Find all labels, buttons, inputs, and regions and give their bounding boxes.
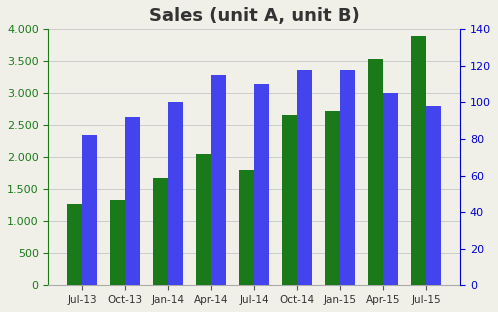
Bar bbox=[125, 117, 140, 285]
Bar bbox=[196, 154, 211, 285]
Bar bbox=[411, 36, 426, 285]
Bar bbox=[325, 111, 340, 285]
Bar bbox=[383, 93, 398, 285]
Bar bbox=[369, 59, 383, 285]
Bar bbox=[340, 70, 356, 285]
Bar bbox=[426, 106, 442, 285]
Title: Sales (unit A, unit B): Sales (unit A, unit B) bbox=[149, 7, 360, 25]
Bar bbox=[67, 204, 82, 285]
Bar bbox=[211, 75, 227, 285]
Bar bbox=[297, 70, 312, 285]
Bar bbox=[110, 200, 125, 285]
Bar bbox=[153, 178, 168, 285]
Bar bbox=[239, 170, 254, 285]
Bar bbox=[254, 84, 269, 285]
Bar bbox=[168, 102, 183, 285]
Bar bbox=[282, 115, 297, 285]
Bar bbox=[82, 135, 97, 285]
